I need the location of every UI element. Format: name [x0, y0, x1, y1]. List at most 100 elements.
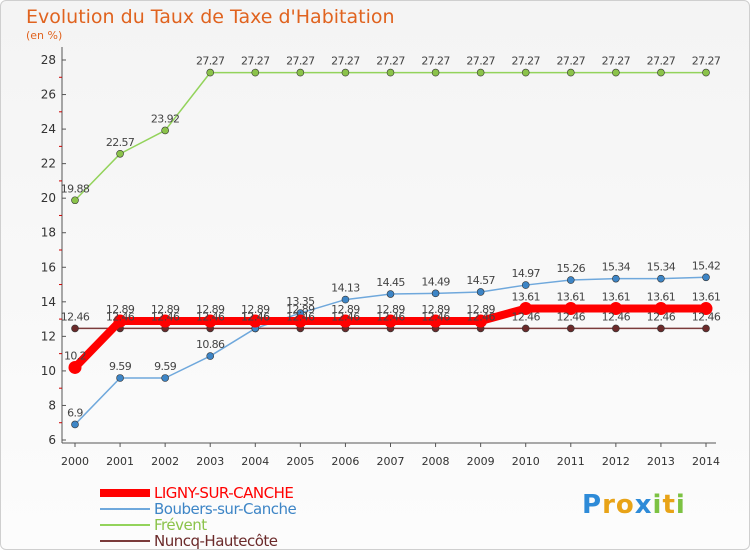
data-point [657, 68, 665, 77]
data-label: 12.89 [151, 303, 180, 316]
x-tick-label: 2003 [196, 455, 224, 468]
data-point [71, 196, 79, 205]
data-point [657, 274, 665, 283]
data-point [521, 324, 530, 333]
y-tick-label: 18 [41, 226, 56, 240]
data-point [566, 68, 575, 77]
data-label: 12.46 [692, 310, 721, 323]
logo-letter: o [615, 490, 635, 520]
data-label: 13.61 [557, 291, 586, 304]
data-label: 10.86 [196, 338, 225, 351]
data-point [116, 149, 124, 158]
data-label: 23.92 [151, 112, 180, 125]
data-label: 12.46 [331, 310, 360, 323]
data-label: 27.27 [286, 55, 315, 68]
y-tick-label: 16 [41, 260, 56, 274]
data-point [702, 273, 710, 282]
data-label: 14.49 [421, 275, 450, 288]
proxiti-logo: Proxiti [582, 490, 686, 520]
data-label: 27.27 [557, 55, 586, 68]
data-point [161, 374, 169, 382]
data-label: 9.59 [109, 360, 132, 373]
data-point [657, 324, 665, 333]
data-label: 12.46 [286, 310, 315, 323]
data-label: 27.27 [196, 55, 225, 68]
data-point [612, 68, 620, 77]
data-point [161, 126, 169, 135]
x-tick-label: 2013 [647, 455, 675, 468]
data-label: 12.46 [241, 310, 270, 323]
data-point [521, 68, 530, 77]
data-point [654, 302, 668, 316]
data-point [341, 68, 350, 77]
data-label: 22.57 [106, 136, 135, 149]
data-label: 14.97 [511, 267, 540, 280]
data-label: 15.34 [602, 261, 631, 274]
legend-swatch-frevent [100, 524, 150, 526]
y-tick-label: 24 [41, 122, 56, 136]
data-label: 15.34 [647, 261, 676, 274]
data-label: 13.61 [692, 291, 721, 304]
data-point [474, 314, 488, 328]
x-tick-label: 2007 [377, 455, 405, 468]
data-point [564, 302, 578, 316]
y-tick-label: 8 [48, 398, 56, 412]
legend-item: Frévent [100, 516, 296, 534]
legend-swatch-ligny [100, 489, 150, 497]
data-point [341, 295, 350, 304]
x-tick-label: 2010 [512, 455, 540, 468]
data-label: 12.46 [557, 310, 586, 323]
data-point [338, 314, 352, 328]
logo-letter: r [602, 490, 616, 520]
logo-letter: i [675, 490, 686, 520]
data-label: 12.46 [61, 310, 90, 323]
data-point [699, 302, 713, 316]
data-label: 27.27 [647, 55, 676, 68]
data-point [702, 68, 710, 77]
y-tick-label: 26 [41, 88, 56, 102]
data-label: 6.9 [67, 406, 83, 419]
data-point [158, 314, 172, 328]
legend-swatch-nuncq [100, 540, 150, 542]
data-point [386, 68, 395, 77]
y-tick-label: 20 [41, 191, 56, 205]
x-tick-label: 2014 [692, 455, 720, 468]
data-point [206, 352, 215, 360]
x-tick-label: 2001 [106, 455, 134, 468]
data-point [519, 302, 533, 316]
data-label: 12.89 [286, 303, 315, 316]
data-point [521, 281, 530, 289]
y-tick-label: 14 [41, 295, 56, 309]
data-label: 27.27 [421, 55, 450, 68]
data-point [566, 276, 575, 284]
data-label: 12.46 [602, 310, 631, 323]
data-label: 12.89 [241, 303, 270, 316]
data-point [431, 68, 440, 77]
chart-subtitle: (en %) [26, 29, 63, 42]
data-point [702, 324, 710, 333]
data-point [113, 314, 127, 328]
data-point [609, 302, 623, 316]
data-point [612, 324, 620, 333]
data-label: 27.27 [376, 55, 405, 68]
data-point [116, 374, 124, 382]
data-point [71, 420, 79, 429]
data-point [203, 314, 217, 328]
data-point [68, 360, 82, 374]
legend-swatch-boubers [100, 508, 150, 510]
logo-letter: t [662, 490, 676, 520]
data-label: 12.46 [196, 310, 225, 323]
x-tick-label: 2004 [241, 455, 269, 468]
data-point [612, 274, 620, 283]
data-label: 14.57 [466, 274, 495, 287]
data-label: 13.35 [286, 295, 315, 308]
data-point [251, 68, 260, 77]
data-label: 12.46 [511, 310, 540, 323]
data-label: 10.2 [64, 349, 86, 362]
y-tick-label: 22 [41, 157, 56, 171]
data-point [429, 314, 443, 328]
y-tick-label: 10 [41, 364, 56, 378]
data-label: 12.89 [106, 303, 135, 316]
